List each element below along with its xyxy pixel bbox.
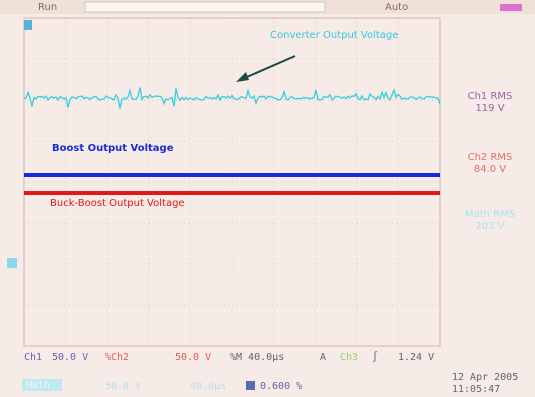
- meas-label: Ch1 RMS: [468, 91, 513, 102]
- math-time: 40.0µs: [190, 381, 226, 392]
- percent-icon: [246, 381, 255, 390]
- meas-label: Ch2 RMS: [468, 152, 513, 163]
- ch1-label: Ch1: [24, 352, 42, 363]
- meas-value: 119 V: [475, 103, 504, 114]
- timebase: %M 40.0µs: [230, 352, 284, 363]
- label-buck-boost: Buck-Boost Output Voltage: [50, 198, 185, 209]
- scope-screen: Run Auto Converter Output Voltage Boost …: [0, 0, 535, 397]
- battery-icon: [500, 4, 522, 11]
- label-converter: Converter Output Voltage: [270, 30, 398, 41]
- ch2-scale: 50.0 V: [175, 352, 211, 363]
- label-boost: Boost Output Voltage: [52, 143, 174, 154]
- ch-trace-buck-boost: [24, 191, 440, 195]
- meas-value: 84.0 V: [474, 164, 506, 175]
- trigger: A: [320, 352, 326, 363]
- math-marker: [7, 258, 17, 268]
- ch1-marker: [24, 20, 32, 30]
- trigger-slope: ∫: [372, 351, 378, 363]
- trigger-level: 1.24 V: [398, 352, 434, 363]
- record-bar: [85, 2, 325, 12]
- meas-value: 203 V: [475, 221, 504, 232]
- run-status: Run: [38, 2, 57, 13]
- trigger-mode: Auto: [385, 2, 408, 13]
- percent: 0.600 %: [260, 381, 302, 392]
- math-label: Math: [26, 380, 50, 391]
- math-scale: 50.0 V: [105, 381, 141, 392]
- meas-label: Math RMS: [465, 209, 515, 220]
- time: 11:05:47: [452, 384, 500, 395]
- ch2-label: %Ch2: [105, 352, 129, 363]
- trigger-source: Ch3: [340, 352, 358, 363]
- ch1-scale: 50.0 V: [52, 352, 88, 363]
- date: 12 Apr 2005: [452, 372, 518, 383]
- ch-trace-boost: [24, 173, 440, 177]
